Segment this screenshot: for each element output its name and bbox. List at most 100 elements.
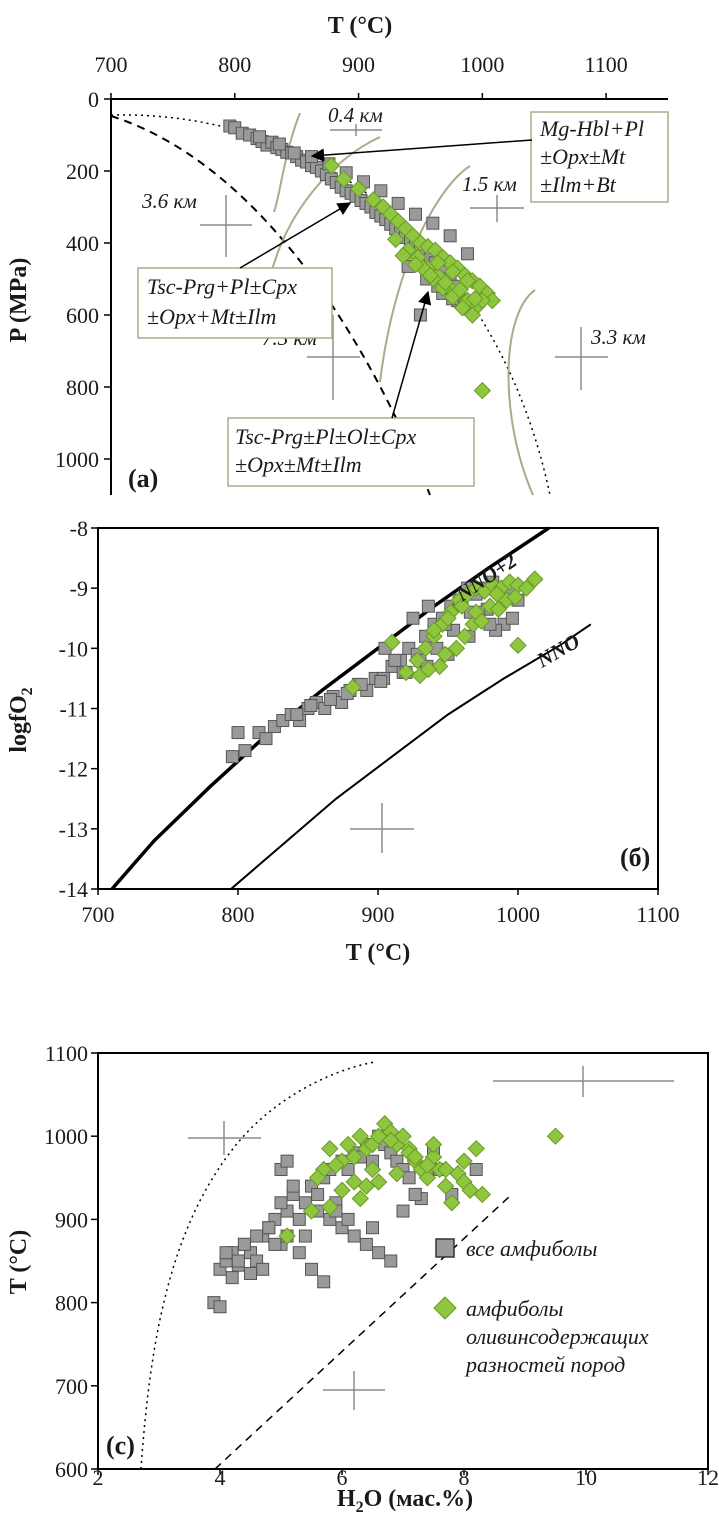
box-tsc-prg-2-line1: Tsc-Prg±Pl±Ol±Cpx xyxy=(235,424,416,449)
panel-a-diamond-point-41 xyxy=(466,290,484,308)
panel-c-square-point-44 xyxy=(262,1221,276,1235)
panel-c-diamond-point-22 xyxy=(443,1194,461,1212)
panel-b-y-axis-title: logfO2 xyxy=(6,687,36,752)
panel-b-buffer-lines xyxy=(110,526,592,891)
panel-c-square-point-60 xyxy=(256,1262,270,1276)
panel-a-y-tick-label-3: 600 xyxy=(66,303,99,328)
panel-b-y-tick-label-1: -9 xyxy=(70,576,88,601)
panel-b-square-point-56 xyxy=(388,653,402,667)
panel-c: 2 4 6 8 10 12 600 700 800 900 1000 1100 H2O (мас.%… xyxy=(6,1041,719,1513)
panel-c-y-ticks: 600 700 800 900 1000 1100 xyxy=(44,1041,98,1482)
panel-b-diamond-point-34 xyxy=(489,600,508,618)
panel-a-diamond-point-3 xyxy=(364,191,383,209)
panel-c-points xyxy=(207,1115,565,1314)
panel-b-x-tick-label-2: 900 xyxy=(362,902,395,927)
panel-a-y-ticks: 0 200 400 600 800 1000 xyxy=(55,87,111,472)
panel-b-square-point-4 xyxy=(259,732,273,746)
panel-c-dashed-line xyxy=(214,1195,511,1470)
panel-a-square-point-47 xyxy=(287,146,301,160)
panel-c-diamond-point-46 xyxy=(394,1127,412,1145)
panel-a-diamond-point-38 xyxy=(421,266,440,285)
panel-b-diamond-point-31 xyxy=(436,645,454,664)
panel-a-y-tick-label-1: 200 xyxy=(66,159,99,184)
panel-b-square-point-36 xyxy=(304,698,318,712)
panel-a-square-point-57 xyxy=(460,247,474,261)
panel-a-x-tick-label-2: 900 xyxy=(342,52,375,77)
panel-a: T (°C) 700 800 900 1000 1100 0 200 400 600 800 10… xyxy=(6,13,669,496)
box-tsc-prg-1 xyxy=(137,267,333,339)
depth-label-0-4: 0.4 км xyxy=(328,103,383,127)
panel-c-square-point-63 xyxy=(292,1246,306,1260)
panel-b-diamond-point-24 xyxy=(425,621,443,639)
panel-c-square-point-46 xyxy=(286,1179,300,1193)
panel-b-diamond-point-33 xyxy=(472,612,491,630)
panel-c-diamond-point-30 xyxy=(327,1156,345,1175)
panel-b-square-point-1 xyxy=(231,726,245,740)
panel-a-diamond-point-20 xyxy=(386,230,405,249)
box-tsc-prg-2-line2: ±Opx±Mt±Ilm xyxy=(235,452,362,477)
nno2-buffer-line xyxy=(110,526,550,891)
panel-c-diamond-point-7 xyxy=(351,1127,370,1145)
panel-c-square-point-51 xyxy=(347,1229,361,1243)
box-tsc-prg-1-line1: Tsc-Prg+Pl±Cpx xyxy=(147,274,297,299)
panel-a-diamond-point-39 xyxy=(436,273,454,292)
panel-a-y-tick-label-5: 1000 xyxy=(55,447,99,472)
panel-c-x-axis-title: H2O (мас.%) xyxy=(337,1486,473,1513)
panel-a-diamond-point-43 xyxy=(443,263,462,281)
panel-b-square-point-54 xyxy=(505,611,519,625)
panel-c-dotted-curve xyxy=(140,1061,376,1470)
panel-a-diamond-point-0 xyxy=(322,156,341,175)
panel-b-diamond-point-16 xyxy=(517,579,536,597)
panel-c-square-point-41 xyxy=(225,1271,239,1285)
panel-a-phase-curve-2 xyxy=(269,136,381,279)
panel-b: 700 800 900 1000 1100 -8 -9 -10 -11 -12 -13 -14 T … xyxy=(6,516,680,966)
panel-c-x-tick-label-0: 2 xyxy=(93,1465,104,1490)
panel-c-square-point-53 xyxy=(372,1246,386,1260)
panel-a-error-bars xyxy=(200,124,608,400)
legend-square-marker xyxy=(435,1238,455,1258)
panel-c-diamond-point-44 xyxy=(321,1198,339,1216)
panel-b-x-axis-title: T (°C) xyxy=(346,940,411,966)
panel-b-diamond-point-26 xyxy=(453,597,471,615)
panel-c-square-point-68 xyxy=(366,1221,379,1235)
panel-a-y-tick-label-0: 0 xyxy=(88,87,99,112)
legend-label-olivine-2: оливинсодержащих xyxy=(466,1324,649,1349)
panel-c-diamond-point-6 xyxy=(345,1148,363,1166)
panel-b-x-tick-label-4: 1100 xyxy=(636,902,679,927)
panel-b-y-ticks: -8 -9 -10 -11 -12 -13 -14 xyxy=(59,516,98,902)
panel-a-diamond-point-45 xyxy=(473,381,492,400)
panel-b-diamond-point-29 xyxy=(509,636,527,655)
panel-c-diamond-point-45 xyxy=(357,1177,376,1195)
panel-b-square-point-37 xyxy=(323,692,337,706)
panel-c-diamond-point-5 xyxy=(339,1135,357,1154)
panel-c-square-point-54 xyxy=(384,1254,398,1268)
panel-b-diamond-point-35 xyxy=(506,588,524,606)
panel-b-diamond-point-0 xyxy=(344,678,362,697)
panel-b-diamond-point-3 xyxy=(408,651,426,670)
panel-b-x-tick-label-0: 700 xyxy=(82,902,115,927)
panel-c-square-point-39 xyxy=(469,1162,483,1176)
panel-c-label: (c) xyxy=(106,1431,135,1460)
box-tsc-prg-1-line2: ±Opx+Mt±Ilm xyxy=(147,304,276,329)
panel-c-diamond-point-35 xyxy=(418,1156,437,1175)
panel-b-points xyxy=(225,570,544,764)
panel-a-x-tick-label-0: 700 xyxy=(95,52,128,77)
panel-b-square-point-40 xyxy=(374,674,388,688)
panel-c-square-point-55 xyxy=(396,1204,410,1218)
panel-b-diamond-point-1 xyxy=(383,633,401,652)
panel-a-x-tick-label-3: 1000 xyxy=(460,52,504,77)
panel-a-square-point-55 xyxy=(426,216,440,230)
box-tsc-prg-2 xyxy=(227,417,475,487)
panel-c-y-tick-label-1: 700 xyxy=(55,1374,88,1399)
panel-c-square-point-40 xyxy=(213,1300,227,1314)
panel-a-phase-curve-4 xyxy=(507,289,536,496)
panel-c-square-point-65 xyxy=(317,1275,331,1289)
panel-c-diamond-point-1 xyxy=(302,1202,321,1220)
panel-a-points xyxy=(223,119,501,400)
arrow-mg-hbl xyxy=(310,139,533,162)
panel-b-label: (б) xyxy=(620,843,650,872)
panel-c-y-axis-title: T (°C) xyxy=(6,1230,32,1295)
panel-b-y-tick-label-3: -11 xyxy=(59,697,88,722)
panel-c-diamond-point-32 xyxy=(363,1160,382,1179)
